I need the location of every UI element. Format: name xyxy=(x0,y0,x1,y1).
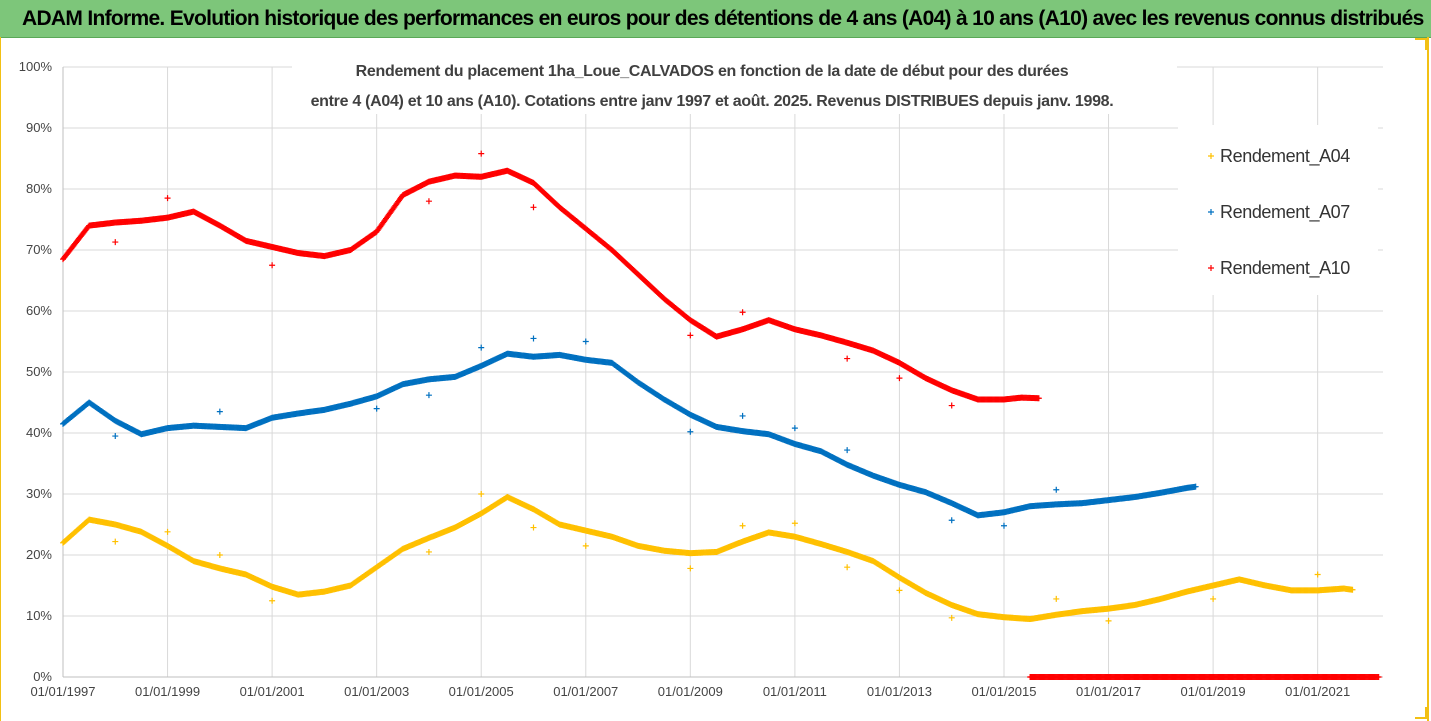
report-banner: ADAM Informe. Evolution historique des p… xyxy=(0,0,1431,38)
y-tick-label: 90% xyxy=(26,120,52,135)
series-Rendement_A07 xyxy=(60,350,1199,519)
y-tick-label: 80% xyxy=(26,181,52,196)
outlier-point xyxy=(164,528,171,535)
outlier-point xyxy=(1210,595,1217,602)
outlier-point xyxy=(216,552,223,558)
y-tick-label: 0% xyxy=(33,669,52,684)
outlier-point xyxy=(1105,617,1112,624)
outlier-point xyxy=(687,428,694,435)
series-Rendement_A10 xyxy=(1027,674,1382,680)
legend-item-Rendement_A07: Rendement_A07 xyxy=(1208,202,1351,223)
outlier-point xyxy=(687,565,694,572)
outlier-point xyxy=(530,524,537,531)
y-tick-label: 30% xyxy=(26,486,52,501)
series-Rendement_A10 xyxy=(60,167,1042,403)
legend-label: Rendement_A07 xyxy=(1220,202,1350,223)
outlier-point xyxy=(425,392,432,399)
y-tick-label: 20% xyxy=(26,547,52,562)
y-tick-label: 100% xyxy=(19,59,53,74)
x-tick-label: 01/01/2021 xyxy=(1285,684,1350,699)
chart-title-line-2: entre 4 (A04) et 10 ans (A10). Cotations… xyxy=(311,93,1114,110)
series-Rendement_A04 xyxy=(60,494,1356,623)
legend-label: Rendement_A10 xyxy=(1220,258,1350,279)
outlier-point xyxy=(844,564,851,571)
outlier-point xyxy=(478,344,485,351)
outlier-point xyxy=(791,520,798,527)
report-title: ADAM Informe. Evolution historique des p… xyxy=(22,6,1424,30)
outlier-point xyxy=(478,491,485,497)
outlier-point xyxy=(739,522,746,529)
outlier-point xyxy=(687,332,694,339)
outlier-point xyxy=(948,402,955,409)
legend-item-Rendement_A04: Rendement_A04 xyxy=(1208,146,1351,167)
y-tick-label: 60% xyxy=(26,303,52,318)
outlier-point xyxy=(1053,486,1060,493)
outlier-point xyxy=(948,517,955,524)
outlier-point xyxy=(478,150,485,157)
y-tick-label: 10% xyxy=(26,608,52,623)
x-tick-label: 01/01/1997 xyxy=(30,684,95,699)
outlier-point xyxy=(269,597,276,604)
frame-corner-bottom-right xyxy=(1415,707,1427,719)
outlier-point xyxy=(164,195,171,202)
x-tick-label: 01/01/2009 xyxy=(658,684,723,699)
data-point xyxy=(1349,586,1356,593)
outlier-point xyxy=(791,425,798,432)
outlier-point xyxy=(112,239,119,246)
outlier-point xyxy=(1000,522,1007,529)
y-tick-label: 50% xyxy=(26,364,52,379)
x-tick-label: 01/01/2003 xyxy=(344,684,409,699)
x-tick-label: 01/01/2017 xyxy=(1076,684,1141,699)
frame-corner-top-right xyxy=(1415,38,1427,50)
outlier-point xyxy=(425,198,432,205)
x-axis-ticks: 01/01/1997 01/01/1999 01/01/2001 01/01/2003… xyxy=(30,684,1350,699)
x-tick-label: 01/01/2019 xyxy=(1181,684,1246,699)
chart-title-line-1: Rendement du placement 1ha_Loue_CALVADOS… xyxy=(356,63,1069,80)
outlier-point xyxy=(582,542,589,549)
outlier-point xyxy=(582,338,589,345)
x-tick-label: 01/01/1999 xyxy=(135,684,200,699)
x-tick-label: 01/01/2005 xyxy=(449,684,514,699)
frame-right-border xyxy=(1427,37,1429,721)
outlier-point xyxy=(530,204,537,211)
outlier-point xyxy=(269,262,276,269)
chart-legend: Rendement_A04 Rendement_A07 Rendement_A10 xyxy=(1208,146,1351,279)
y-tick-label: 40% xyxy=(26,425,52,440)
frame-left-border xyxy=(0,37,1,721)
outlier-point xyxy=(896,375,903,382)
outlier-point xyxy=(425,548,432,555)
x-tick-label: 01/01/2015 xyxy=(971,684,1036,699)
outlier-point xyxy=(112,433,119,440)
x-tick-label: 01/01/2001 xyxy=(240,684,305,699)
plot-area xyxy=(60,150,1382,680)
outlier-point xyxy=(1314,571,1321,578)
legend-label: Rendement_A04 xyxy=(1220,146,1350,167)
outlier-point xyxy=(739,309,746,316)
outlier-point xyxy=(896,587,903,594)
outlier-point xyxy=(373,405,380,412)
y-axis-ticks: 0% 10% 20% 30% 40% 50% 60% 70% 80% 90% 100% xyxy=(19,59,53,684)
x-tick-label: 01/01/2007 xyxy=(553,684,618,699)
x-tick-label: 01/01/2011 xyxy=(763,684,827,699)
x-tick-label: 01/01/2013 xyxy=(867,684,932,699)
legend-item-Rendement_A10: Rendement_A10 xyxy=(1208,258,1351,279)
outlier-point xyxy=(530,335,537,342)
outlier-point xyxy=(844,447,851,454)
outlier-point xyxy=(112,538,119,545)
outlier-point xyxy=(739,412,746,419)
outlier-point xyxy=(216,408,223,415)
y-tick-label: 70% xyxy=(26,242,52,257)
outlier-point xyxy=(844,355,851,362)
outlier-point xyxy=(1053,595,1060,602)
